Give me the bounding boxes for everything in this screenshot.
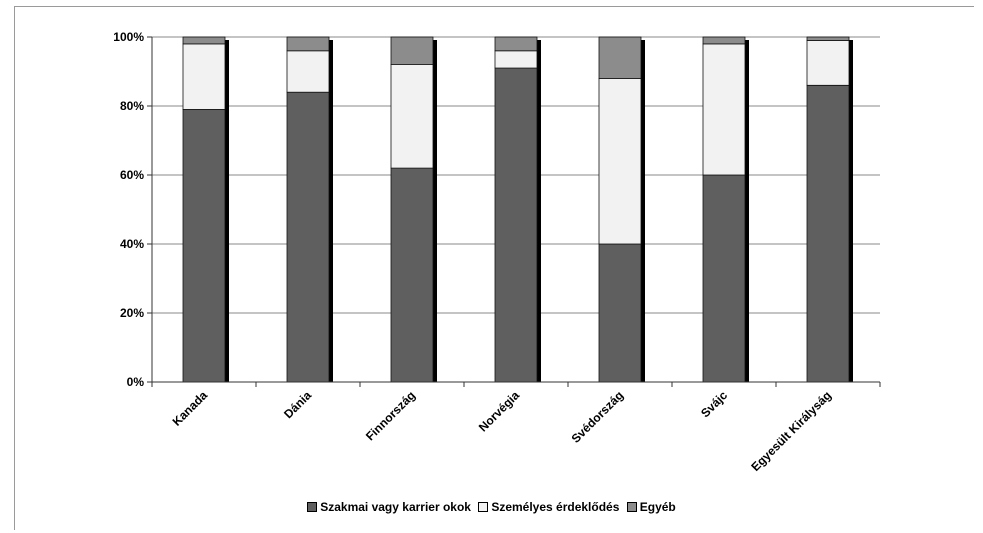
y-tick-label: 80% [120,99,144,113]
legend-label-personal: Személyes érdeklődés [491,500,619,514]
legend: Szakmai vagy karrier okok Személyes érde… [0,500,983,515]
bars [183,37,853,382]
legend-item-career: Szakmai vagy karrier okok [307,500,471,514]
legend-label-career: Szakmai vagy karrier okok [320,500,471,514]
bar-segment-personal [287,51,329,92]
bar-shadow [849,40,853,382]
bar-segment-career [183,109,225,382]
bar-segment-other [599,37,641,78]
x-tick-label: Norvégia [476,388,522,434]
bar-segment-career [599,244,641,382]
x-tick-label: Dánia [281,388,314,421]
bar-segment-personal [599,78,641,244]
bar-shadow [433,40,437,382]
x-tick-label: Kanada [170,388,211,429]
x-tick-label: Finnország [363,388,418,443]
bar-shadow [745,40,749,382]
bar-segment-personal [495,51,537,68]
bar-segment-other [183,37,225,44]
x-tick-label: Svájc [698,388,730,420]
x-tick-label: Egyesült Királyság [748,388,834,474]
bar-segment-other [391,37,433,65]
bar-segment-other [495,37,537,51]
y-tick-label: 60% [120,168,144,182]
legend-item-personal: Személyes érdeklődés [478,500,619,514]
bar-segment-personal [391,65,433,169]
y-tick-label: 20% [120,306,144,320]
legend-label-other: Egyéb [640,500,676,514]
bar-segment-other [703,37,745,44]
legend-item-other: Egyéb [627,500,676,514]
bar-shadow [641,40,645,382]
y-tick-label: 0% [127,375,145,389]
bar-segment-personal [703,44,745,175]
bar-shadow [537,40,541,382]
bar-segment-career [391,168,433,382]
bar-segment-career [495,68,537,382]
bar-segment-personal [807,40,849,85]
bar-segment-personal [183,44,225,110]
bar-segment-career [807,85,849,382]
stacked-bar-chart: 0% 20% 40% 60% 80% 100% Kanada Dánia Finnország… [0,0,983,500]
bar-segment-other [807,37,849,40]
legend-swatch-other [627,502,637,512]
bar-shadow [225,40,229,382]
y-tick-label: 100% [113,30,144,44]
x-tick-label: Svédország [569,388,627,446]
bar-shadow [329,40,333,382]
legend-swatch-career [307,502,317,512]
bar-segment-career [703,175,745,382]
bar-segment-career [287,92,329,382]
y-tick-label: 40% [120,237,144,251]
x-axis: Kanada Dánia Finnország Norvégia Svédország S… [152,382,880,474]
bar-segment-other [287,37,329,51]
legend-swatch-personal [478,502,488,512]
y-axis: 0% 20% 40% 60% 80% 100% [113,30,152,389]
